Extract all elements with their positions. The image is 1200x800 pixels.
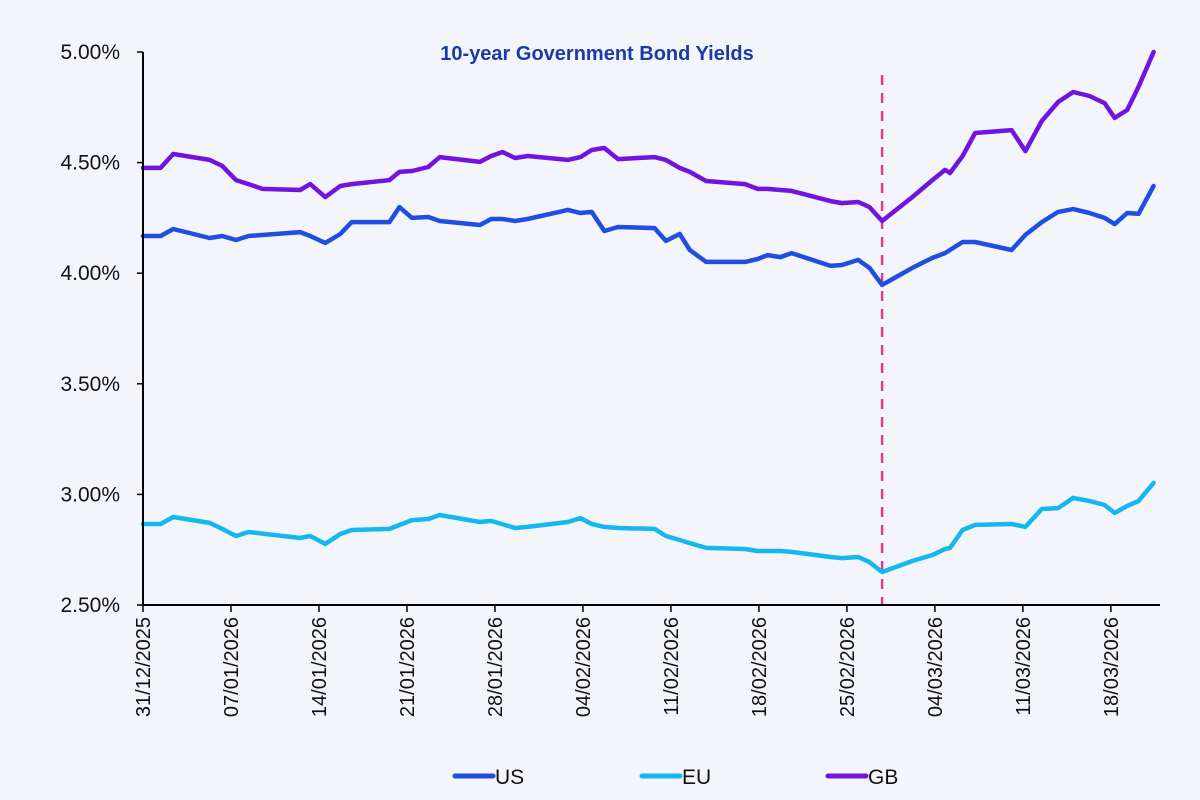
series-line-eu	[140, 480, 1156, 575]
x-tick-label: 18/02/2026	[749, 617, 771, 717]
series-line-gb	[140, 49, 1156, 224]
x-tick-label: 25/02/2026	[837, 617, 859, 717]
x-tick-label: 28/01/2026	[485, 617, 507, 717]
x-tick-label: 14/01/2026	[309, 617, 331, 717]
x-tick-label: 31/12/2025	[133, 617, 155, 717]
y-tick-label: 4.50%	[60, 152, 120, 175]
y-tick-label: 2.50%	[60, 594, 120, 617]
legend-label-gb: GB	[868, 766, 898, 789]
y-tick-label: 5.00%	[60, 41, 120, 64]
series-line-us	[140, 183, 1156, 288]
y-tick-label: 3.00%	[60, 483, 120, 506]
x-tick-label: 18/03/2026	[1101, 617, 1123, 717]
legend-label-us: US	[495, 766, 524, 789]
y-tick-label: 3.50%	[60, 373, 120, 396]
x-tick-label: 07/01/2026	[221, 617, 243, 717]
x-tick-label: 04/03/2026	[925, 617, 947, 717]
y-tick-label: 4.00%	[60, 262, 120, 285]
legend-label-eu: EU	[682, 766, 711, 789]
x-tick-label: 04/02/2026	[573, 617, 595, 717]
chart-title: 10-year Government Bond Yields	[440, 43, 753, 65]
x-tick-label: 21/01/2026	[397, 617, 419, 717]
x-tick-label: 11/02/2026	[661, 617, 683, 716]
x-tick-label: 11/03/2026	[1013, 617, 1035, 716]
